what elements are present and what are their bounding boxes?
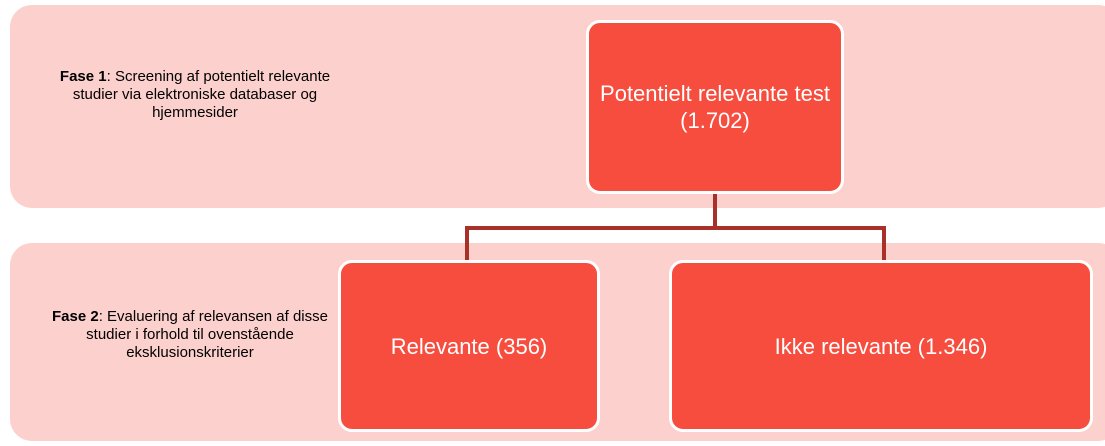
phase-label: Fase 2: Evaluering af relevansen af diss… [40, 308, 340, 362]
node: Relevante (356) [338, 260, 600, 432]
node: Potentielt relevante test (1.702) [586, 20, 844, 194]
phase-band [10, 5, 1105, 208]
phase-label: Fase 1: Screening af potentielt relevant… [45, 68, 345, 122]
phase-text: : Evaluering af relevansen af disse stud… [86, 308, 328, 361]
node: Ikke relevante (1.346) [669, 260, 1093, 432]
phase-text: : Screening af potentielt relevante stud… [72, 68, 331, 121]
phase-title: Fase 2 [51, 308, 99, 325]
connector [465, 192, 886, 264]
phase-title: Fase 1 [59, 68, 107, 85]
